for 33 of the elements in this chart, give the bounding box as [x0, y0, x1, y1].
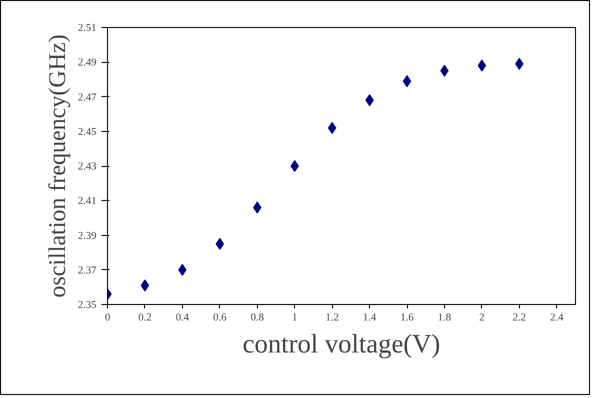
- x-tick-label: 0.4: [176, 312, 190, 324]
- y-axis-title: oscillation frequency(GHz): [44, 34, 71, 298]
- y-tick-label: 2.47: [78, 92, 98, 104]
- y-tick-label: 2.49: [78, 58, 97, 69]
- x-tick-label: 0: [104, 312, 110, 324]
- x-tick-label: 0.2: [138, 312, 152, 324]
- point: [178, 264, 187, 276]
- x-tick-label: 0.8: [250, 312, 264, 324]
- y-tick-label: 2.51: [78, 23, 97, 34]
- point: [478, 60, 486, 72]
- x-axis-title: control voltage(V): [242, 328, 440, 358]
- x-tick-label: 1: [292, 312, 298, 324]
- x-tick-label: 1.2: [325, 312, 339, 324]
- y-tick-label: 2.35: [78, 300, 97, 311]
- x-tick-label: 1.8: [438, 312, 452, 324]
- x-tick-label: 1.6: [400, 312, 414, 324]
- x-tick-label: 2.4: [550, 312, 564, 324]
- point: [290, 160, 299, 172]
- y-tick-label: 2.43: [78, 162, 97, 172]
- point: [515, 58, 524, 70]
- x-tick-label: 1.4: [362, 312, 377, 324]
- point: [365, 94, 374, 106]
- point: [328, 122, 336, 134]
- x-tick-label: 2.2: [512, 312, 526, 324]
- x-tick-label: 2: [479, 312, 485, 324]
- y-tick-label: 2.39: [78, 230, 97, 242]
- y-tick-label: 2.41: [78, 196, 97, 208]
- point: [440, 64, 449, 77]
- y-tick-label: 2.45: [78, 126, 97, 138]
- x-tick-label: 0.6: [213, 312, 228, 324]
- point: [402, 75, 412, 88]
- y-tick-label: 2.37: [78, 265, 98, 276]
- point: [140, 279, 150, 292]
